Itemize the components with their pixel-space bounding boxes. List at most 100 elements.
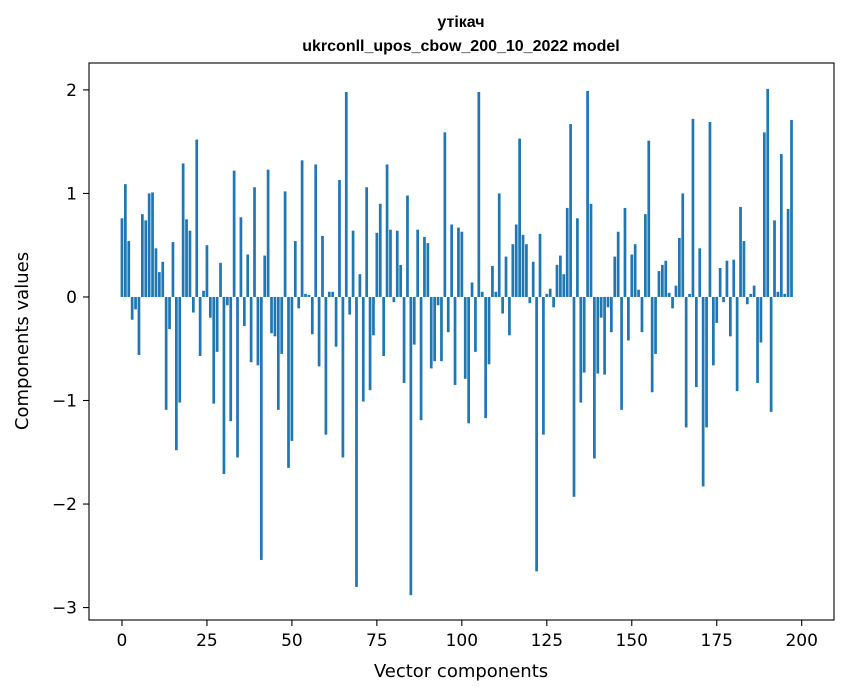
- bar-0: [120, 218, 124, 297]
- bar-75: [375, 232, 379, 297]
- bar-12: [161, 261, 165, 297]
- bar-167: [688, 293, 691, 297]
- bar-64: [338, 179, 341, 297]
- bar-191: [769, 296, 773, 412]
- bar-69: [355, 296, 358, 587]
- bar-45: [273, 296, 277, 337]
- bar-96: [446, 296, 450, 333]
- bar-90: [426, 243, 430, 297]
- bar-119: [525, 244, 528, 297]
- bar-62: [331, 291, 335, 297]
- bar-18: [181, 163, 185, 297]
- bar-71: [361, 296, 365, 402]
- bar-134: [576, 218, 579, 297]
- bar-68: [351, 230, 355, 297]
- bar-177: [722, 296, 725, 303]
- bar-99: [457, 227, 460, 297]
- bar-92: [433, 296, 437, 362]
- bar-154: [644, 214, 647, 297]
- bar-116: [514, 224, 518, 297]
- bar-60: [324, 296, 328, 435]
- y-tick-label: −3: [52, 599, 77, 619]
- bar-63: [334, 296, 338, 347]
- bar-133: [572, 296, 576, 497]
- bar-149: [627, 296, 630, 341]
- bar-104: [474, 296, 477, 352]
- bar-113: [504, 256, 508, 297]
- bar-130: [562, 274, 566, 297]
- bar-36: [242, 296, 246, 326]
- bar-165: [681, 193, 685, 297]
- bar-79: [389, 229, 392, 297]
- bar-82: [399, 264, 403, 297]
- bar-89: [423, 236, 426, 297]
- bar-66: [344, 91, 348, 297]
- bar-74: [372, 296, 375, 336]
- bar-39: [253, 187, 256, 297]
- bar-97: [450, 224, 453, 297]
- y-tick-label: 0: [66, 288, 77, 308]
- bar-169: [694, 296, 698, 388]
- bar-114: [508, 296, 511, 336]
- bar-197: [790, 119, 793, 297]
- bar-26: [208, 296, 212, 318]
- bar-174: [711, 296, 715, 366]
- bar-81: [395, 230, 399, 297]
- bar-86: [412, 296, 416, 345]
- bar-54: [304, 293, 307, 297]
- bar-107: [484, 296, 487, 419]
- bar-10: [154, 248, 158, 297]
- bar-186: [752, 285, 756, 297]
- bar-56: [310, 296, 314, 335]
- bar-31: [225, 296, 229, 306]
- bar-61: [327, 291, 331, 297]
- bar-40: [256, 296, 260, 366]
- bar-25: [205, 245, 209, 297]
- bar-164: [678, 237, 681, 297]
- bar-163: [674, 285, 678, 297]
- y-axis-label: Components values: [12, 252, 33, 430]
- bar-1: [124, 184, 127, 297]
- bar-176: [718, 267, 722, 297]
- bar-59: [321, 235, 324, 297]
- bar-141: [599, 296, 603, 318]
- bar-23: [198, 296, 202, 356]
- bar-161: [667, 292, 671, 297]
- bar-153: [640, 296, 644, 333]
- bar-5: [137, 296, 141, 355]
- x-axis-label: Vector components: [374, 661, 548, 682]
- bar-132: [569, 124, 572, 297]
- bar-28: [215, 296, 219, 352]
- bar-192: [773, 220, 776, 297]
- y-tick-label: −2: [52, 495, 77, 515]
- bar-139: [593, 296, 596, 459]
- bar-188: [759, 296, 763, 343]
- bar-155: [647, 140, 651, 297]
- bar-24: [202, 290, 205, 297]
- chart-subtitle: ukrconll_upos_cbow_200_10_2022 model: [302, 38, 619, 55]
- bar-131: [565, 207, 569, 297]
- bar-33: [232, 170, 236, 297]
- bar-72: [365, 187, 369, 297]
- bar-9: [151, 192, 154, 297]
- bar-168: [691, 118, 695, 297]
- bar-77: [382, 296, 386, 356]
- bar-182: [739, 206, 742, 297]
- bar-65: [341, 296, 345, 458]
- bar-6: [141, 214, 144, 297]
- bar-105: [477, 91, 481, 297]
- bar-20: [188, 230, 192, 297]
- bar-193: [776, 291, 780, 297]
- bar-146: [616, 231, 620, 297]
- x-tick-label: 175: [701, 631, 733, 651]
- bar-46: [276, 296, 280, 410]
- bar-48: [283, 191, 287, 297]
- bar-102: [467, 296, 470, 424]
- bar-19: [185, 219, 188, 297]
- bar-158: [657, 271, 661, 297]
- bar-101: [463, 296, 467, 379]
- bar-157: [654, 296, 657, 354]
- bar-162: [671, 296, 674, 309]
- bar-144: [610, 296, 613, 333]
- bar-76: [378, 203, 382, 297]
